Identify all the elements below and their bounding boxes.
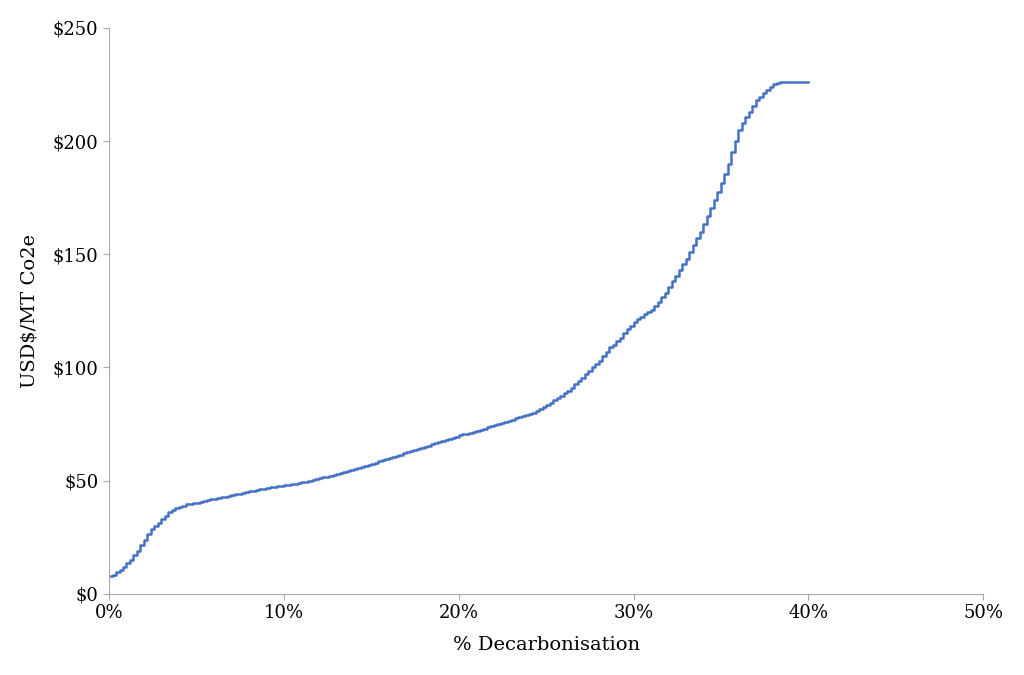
Y-axis label: USD$/MT Co2e: USD$/MT Co2e	[20, 234, 39, 388]
X-axis label: % Decarbonisation: % Decarbonisation	[453, 636, 640, 654]
